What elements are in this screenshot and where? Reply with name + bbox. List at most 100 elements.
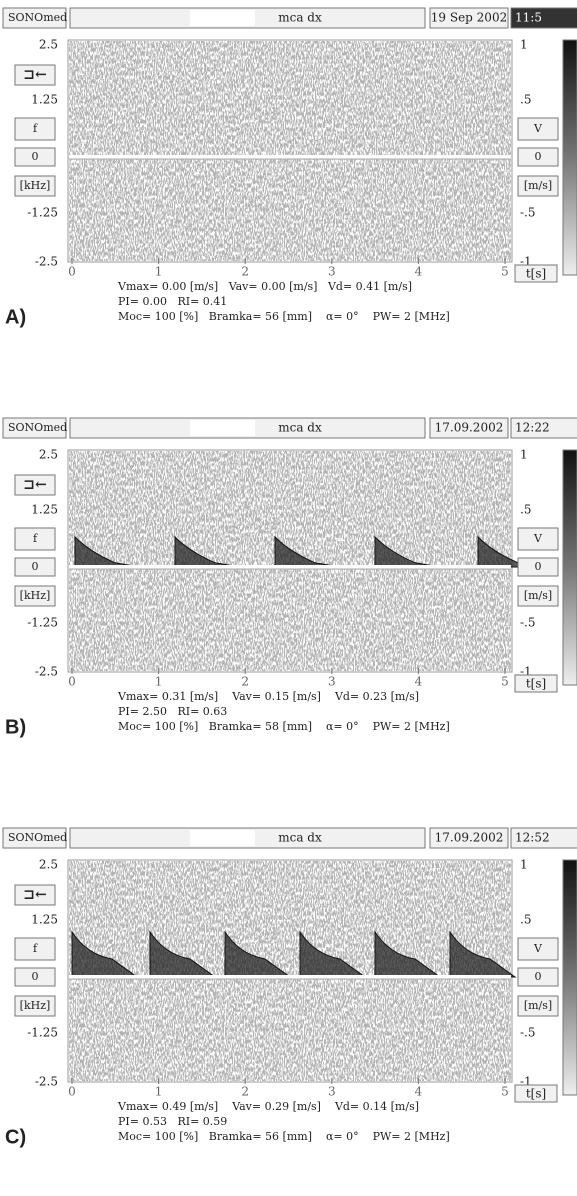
right-button — [517, 175, 559, 197]
baseline — [69, 155, 511, 159]
flow-waveform — [72, 535, 544, 568]
header-box — [510, 827, 577, 849]
right-button — [517, 967, 559, 987]
right-button — [517, 557, 559, 577]
x-tick-label: 1 — [155, 675, 163, 689]
panel-label: C) — [5, 1126, 26, 1148]
left-button-label: ⊐← — [23, 477, 46, 493]
x-unit: t[s] — [526, 1087, 546, 1101]
measurement: PI= 0.53 RI= 0.59 — [118, 1115, 227, 1128]
right-button — [517, 937, 559, 961]
date: 19 Sep 2002 — [431, 11, 507, 25]
left-tick-label: 2.5 — [39, 448, 58, 462]
left-tick-label: -1.25 — [27, 616, 58, 630]
x-tick-label: 0 — [68, 265, 76, 279]
x-unit-box — [514, 674, 558, 693]
left-button-label: ⊐← — [23, 67, 46, 83]
left-button — [14, 175, 56, 197]
header-box — [429, 7, 509, 29]
right-button-label: V — [533, 122, 543, 135]
time: 12:22 — [515, 421, 550, 435]
brand: SONOmed — [8, 11, 67, 24]
right-button-label: [m/s] — [524, 999, 552, 1012]
left-tick-label: -2.5 — [35, 665, 58, 679]
x-tick-label: 3 — [328, 1085, 336, 1099]
x-tick-label: 3 — [328, 265, 336, 279]
right-tick-label: .5 — [520, 913, 531, 927]
right-tick-label: 1 — [520, 858, 528, 872]
left-tick-label: -2.5 — [35, 255, 58, 269]
left-button-label: [kHz] — [20, 179, 51, 192]
header-box — [2, 417, 67, 439]
color-bar — [562, 859, 577, 1096]
measurement: PI= 0.00 RI= 0.41 — [118, 295, 227, 308]
color-bar — [562, 39, 577, 276]
measurement: Moc= 100 [%] Bramka= 56 [mm] α= 0° PW= 2… — [118, 1130, 450, 1143]
title: mca dx — [278, 831, 322, 845]
right-tick-label: -1 — [520, 1075, 532, 1089]
left-button-label: 0 — [32, 560, 39, 573]
right-tick-label: .5 — [520, 503, 531, 517]
x-tick-label: 1 — [155, 1085, 163, 1099]
left-button — [14, 64, 56, 86]
x-unit: t[s] — [526, 267, 546, 281]
time: 11:5 — [515, 11, 542, 25]
left-button-label: f — [33, 532, 38, 545]
date: 17.09.2002 — [435, 831, 504, 845]
x-tick-label: 2 — [241, 675, 249, 689]
left-tick-label: -1.25 — [27, 206, 58, 220]
date: 17.09.2002 — [435, 421, 504, 435]
x-tick-label: 5 — [501, 1085, 509, 1099]
title: mca dx — [278, 11, 322, 25]
left-button-label: f — [33, 942, 38, 955]
measurement: Vmax= 0.49 [m/s] Vav= 0.29 [m/s] Vd= 0.1… — [117, 1100, 419, 1113]
measurement: Moc= 100 [%] Bramka= 56 [mm] α= 0° PW= 2… — [118, 310, 450, 323]
x-tick-label: 4 — [415, 1085, 423, 1099]
right-button-label: 0 — [535, 970, 542, 983]
title: mca dx — [278, 421, 322, 435]
brand: SONOmed — [8, 831, 67, 844]
right-button-label: V — [533, 942, 543, 955]
panel-label: B) — [5, 716, 26, 738]
panel-label: A) — [5, 306, 26, 328]
header-box — [429, 417, 509, 439]
left-tick-label: -2.5 — [35, 1075, 58, 1089]
right-button — [517, 585, 559, 607]
x-tick-label: 1 — [155, 265, 163, 279]
header-box — [2, 7, 67, 29]
left-button — [14, 884, 56, 906]
left-button — [14, 995, 56, 1017]
right-button — [517, 995, 559, 1017]
x-tick-label: 0 — [68, 1085, 76, 1099]
right-button-label: [m/s] — [524, 589, 552, 602]
left-button-label: 0 — [32, 970, 39, 983]
measurement: Vmax= 0.31 [m/s] Vav= 0.15 [m/s] Vd= 0.2… — [117, 690, 419, 703]
x-tick-label: 2 — [241, 1085, 249, 1099]
measurement: PI= 2.50 RI= 0.63 — [118, 705, 227, 718]
left-tick-label: 1.25 — [31, 93, 58, 107]
left-tick-label: 1.25 — [31, 503, 58, 517]
right-tick-label: -.5 — [520, 616, 536, 630]
header-box — [2, 827, 67, 849]
right-tick-label: .5 — [520, 93, 531, 107]
right-tick-label: 1 — [520, 448, 528, 462]
left-button-label: [kHz] — [20, 999, 51, 1012]
left-button-label: 0 — [32, 150, 39, 163]
right-button — [517, 147, 559, 167]
x-tick-label: 3 — [328, 675, 336, 689]
left-button — [14, 117, 56, 141]
left-tick-label: 2.5 — [39, 858, 58, 872]
left-button — [14, 557, 56, 577]
right-button-label: 0 — [535, 150, 542, 163]
left-button-label: [kHz] — [20, 589, 51, 602]
panel: SONOmed mca dx 17.09.2002 12:222.51.25-1.25… — [2, 417, 577, 738]
left-button-label: ⊐← — [23, 887, 46, 903]
x-unit-box — [514, 1084, 558, 1103]
panel: SONOmed mca dx 17.09.2002 12:522.51.25-1.25… — [2, 827, 577, 1148]
measurement: Moc= 100 [%] Bramka= 58 [mm] α= 0° PW= 2… — [118, 720, 450, 733]
right-tick-label: 1 — [520, 38, 528, 52]
header-box — [510, 417, 577, 439]
x-unit: t[s] — [526, 677, 546, 691]
color-bar — [562, 449, 577, 686]
right-tick-label: -1 — [520, 665, 532, 679]
